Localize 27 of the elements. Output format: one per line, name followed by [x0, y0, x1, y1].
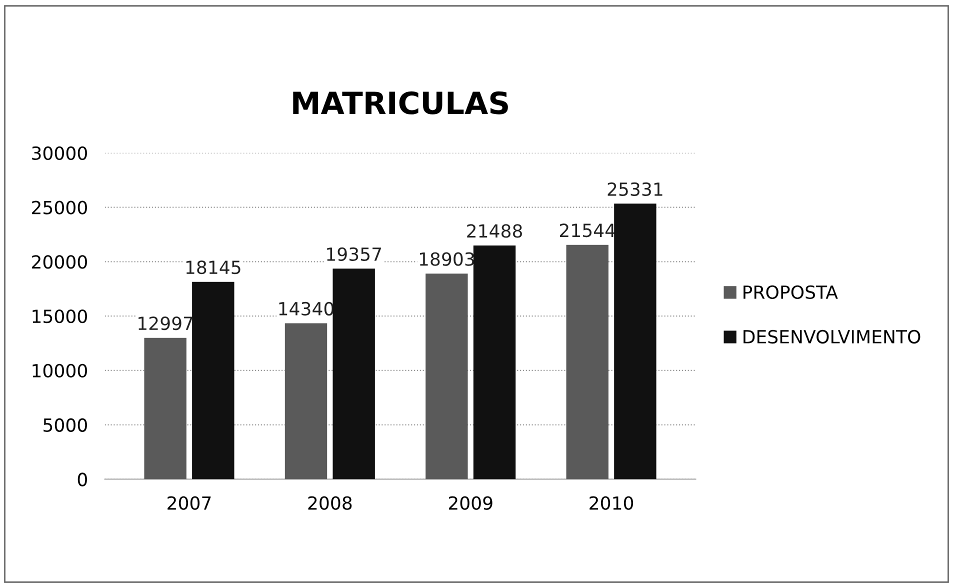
bar [426, 274, 468, 480]
y-tick-label: 20000 [32, 255, 87, 269]
bar [614, 204, 656, 480]
y-tick-label: 5000 [44, 418, 87, 432]
bar [566, 244, 608, 480]
bar [284, 323, 328, 480]
bar [332, 268, 375, 480]
y-tick-label: 25000 [32, 200, 87, 214]
y-tick-label: 0 [78, 472, 87, 486]
legend-label: PROPOSTA [744, 285, 838, 300]
data-label: 21488 [467, 224, 522, 238]
x-tick-label: 2008 [308, 496, 352, 510]
legend-label: DESENVOLVIMENTO [744, 330, 920, 344]
y-tick-label: 15000 [32, 310, 87, 324]
data-label: 25331 [608, 182, 662, 196]
bar [144, 338, 186, 480]
x-tick-label: 2009 [448, 496, 492, 510]
data-label: 19357 [327, 247, 382, 261]
y-tick-label: 10000 [32, 364, 87, 378]
x-tick-label: 2007 [168, 496, 211, 510]
y-tick-label: 30000 [32, 146, 87, 160]
data-label: 18145 [186, 260, 240, 274]
data-label: 18903 [420, 252, 474, 266]
bar [192, 282, 234, 480]
bar [473, 245, 516, 480]
x-tick-label: 2010 [590, 496, 634, 510]
chart-title: MATRICULAS [293, 91, 508, 114]
